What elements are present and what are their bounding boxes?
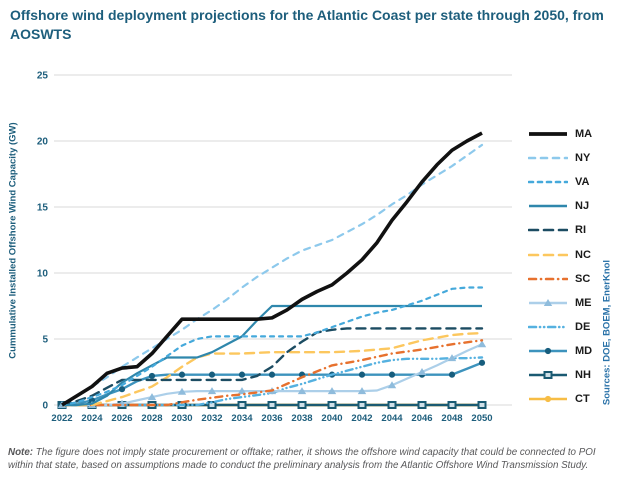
legend-item-ME: ME [528,291,592,315]
chart-canvas: 0 5 10 15 20 25 2022 2024 2026 2028 2030 2032 2034 20… [37,71,512,424]
y-tick-20: 20 [37,137,49,148]
legend-line-sample-NJ [529,205,567,208]
legend-line-sample-NY [528,156,568,160]
series-MA [61,131,483,407]
legend-line-sample-CT [529,395,567,403]
legend-line-sample-NC [528,253,568,256]
legend-item-NH: NH [528,363,592,387]
line-NJ [62,304,482,407]
line-MA [61,131,483,407]
legend-item-NY: NY [528,146,592,170]
y-tick-25: 25 [37,71,49,82]
legend-item-MA: MA [528,122,592,146]
x-tick-2032: 2032 [201,413,222,424]
y-axis-label: Cummulative Installed Offshore Wind Capa… [7,122,19,359]
legend-item-MD: MD [528,339,592,363]
y-tick-0: 0 [42,401,48,412]
legend-label-RI: RI [575,224,586,237]
x-tick-2038: 2038 [291,413,312,424]
legend-label-NY: NY [575,152,591,165]
x-tick-2042: 2042 [351,413,372,424]
legend-item-VA: VA [528,170,592,194]
x-tick-2046: 2046 [411,413,432,424]
legend-line-sample-MA [529,132,567,136]
legend-label-NJ: NJ [575,200,590,213]
y-tick-5: 5 [42,335,48,346]
x-tick-2044: 2044 [381,413,403,424]
legend-line-sample-NH [529,370,567,379]
legend-item-SC: SC [528,267,592,291]
legend-label-ME: ME [575,296,592,309]
chart-legend: MA NY VA NJ RI NC SC ME DE MD NH CT [528,122,592,411]
x-tick-2024: 2024 [81,413,103,424]
footnote: Note: The figure does not imply state pr… [8,446,620,472]
legend-label-NH: NH [575,368,591,381]
legend-item-DE: DE [528,315,592,339]
x-tick-2040: 2040 [321,413,342,424]
legend-line-sample-RI [528,229,568,232]
legend-label-MD: MD [575,344,593,357]
legend-label-SC: SC [575,272,591,285]
x-tick-2026: 2026 [111,413,132,424]
x-tick-2048: 2048 [441,413,462,424]
legend-line-sample-MD [529,347,567,354]
series-NJ [62,304,482,407]
x-tick-2034: 2034 [231,413,253,424]
legend-label-NC: NC [575,248,591,261]
line-NC [60,331,484,407]
x-tick-2036: 2036 [261,413,282,424]
line-NY [60,143,484,407]
x-tick-2022: 2022 [51,413,72,424]
footnote-label: Note: [8,447,34,458]
x-tick-2028: 2028 [141,413,162,424]
chart-title: Offshore wind deployment projections for… [10,7,604,42]
legend-item-RI: RI [528,218,592,242]
source-note: Sources: DOE, BOEM, EnerKnol [601,259,613,406]
series-VA [60,286,484,407]
x-tick-2030: 2030 [171,413,192,424]
legend-label-DE: DE [575,320,591,333]
y-tick-10: 10 [37,269,49,280]
legend-item-NC: NC [528,242,592,266]
legend-label-CT: CT [575,393,590,406]
y-tick-15: 15 [37,203,49,214]
legend-line-sample-SC [528,277,568,280]
series-NC [60,331,484,407]
x-tick-2050: 2050 [471,413,492,424]
footnote-text: The figure does not imply state procurem… [8,447,596,471]
series-SC [60,339,484,407]
legend-line-sample-DE [528,325,568,329]
legend-label-VA: VA [575,176,590,189]
legend-line-sample-ME [529,298,567,306]
line-SC [60,339,484,407]
legend-line-sample-VA [528,180,568,184]
legend-item-CT: CT [528,387,592,411]
legend-item-NJ: NJ [528,194,592,218]
line-VA [60,286,484,407]
series-NY [60,143,484,407]
legend-label-MA: MA [575,128,593,141]
